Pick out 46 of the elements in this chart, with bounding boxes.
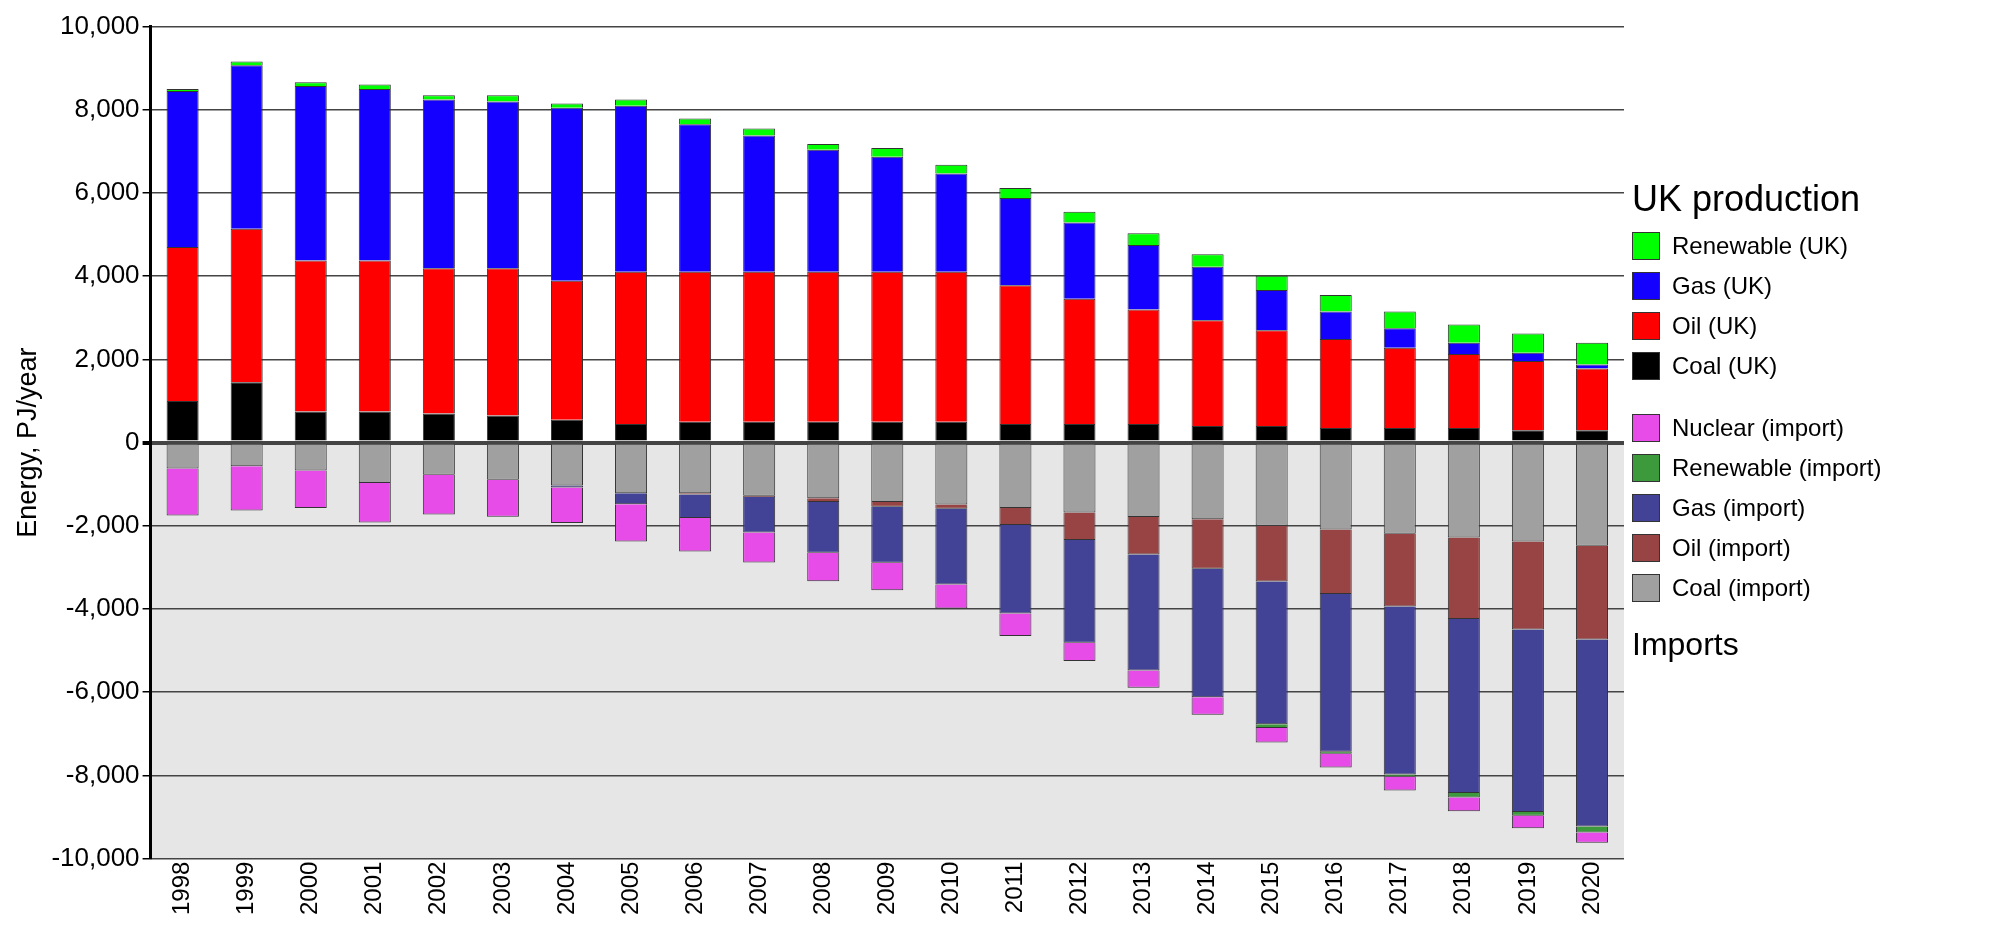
legend-label: Renewable (UK): [1672, 232, 1849, 260]
x-tick-label: 1999: [231, 861, 259, 915]
y-tick-label: 0: [125, 425, 140, 456]
y-tick-label: 4,000: [74, 259, 140, 290]
x-tick-label: 2020: [1576, 861, 1604, 915]
y-tick-label: 6,000: [74, 176, 140, 207]
y-axis-title: Energy, PJ/year: [11, 347, 42, 538]
legend-label: Gas (UK): [1672, 272, 1773, 300]
y-tick-label: -2,000: [65, 508, 140, 539]
x-tick-label: 2007: [743, 861, 771, 915]
legend-label: Coal (import): [1672, 574, 1811, 602]
x-tick-label: 2002: [423, 861, 451, 915]
y-tick-label: 2,000: [74, 342, 140, 373]
x-tick-label: 2009: [871, 861, 899, 915]
x-tick-label: 2001: [359, 861, 387, 915]
text: Imports: [1632, 626, 1740, 663]
y-tick-label: -8,000: [65, 758, 140, 789]
legend-label: Coal (UK): [1672, 352, 1778, 380]
legend-label: Renewable (import): [1672, 454, 1882, 482]
y-tick-label: 10,000: [60, 9, 140, 40]
x-tick-label: 2014: [1192, 861, 1220, 915]
x-tick-label: 2019: [1512, 861, 1540, 915]
legend-label: Oil (import): [1672, 534, 1791, 562]
x-tick-label: 2000: [295, 861, 323, 915]
x-tick-label: 2012: [1064, 861, 1092, 915]
x-tick-label: 2010: [935, 861, 963, 915]
x-tick-label: 2015: [1256, 861, 1284, 915]
legend-label: Nuclear (import): [1672, 414, 1845, 442]
x-tick-label: 2011: [1000, 861, 1028, 914]
legend-label: Oil (UK): [1672, 312, 1758, 340]
x-tick-label: 2006: [679, 861, 707, 915]
x-tick-label: 2005: [615, 861, 643, 915]
x-tick-label: 2008: [807, 861, 835, 915]
legend-label: Gas (import): [1672, 494, 1806, 522]
y-tick-label: -6,000: [65, 675, 140, 706]
y-tick-label: -4,000: [65, 592, 140, 623]
x-tick-label: 2018: [1448, 861, 1476, 915]
x-tick-label: 2004: [551, 861, 579, 915]
y-tick-label: 8,000: [74, 92, 140, 123]
x-tick-label: 2013: [1128, 861, 1156, 915]
legend-title: UK production: [1632, 178, 1862, 220]
x-tick-label: 1998: [167, 861, 195, 915]
x-tick-label: 2017: [1384, 861, 1412, 915]
x-tick-label: 2016: [1320, 861, 1348, 915]
x-tick-label: 2003: [487, 861, 515, 915]
y-tick-label: -10,000: [51, 841, 140, 872]
